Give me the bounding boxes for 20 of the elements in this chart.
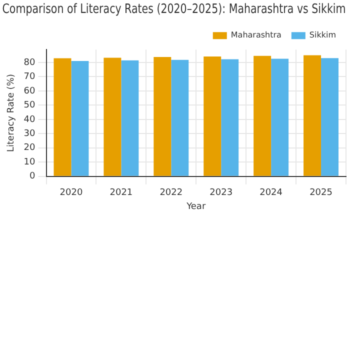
y-tick-label: 30 [24,129,36,139]
x-tick-label: 2024 [260,188,283,198]
x-tick-label: 2020 [60,188,83,198]
x-tick-label: 2025 [310,188,332,198]
x-axis-title: Year [186,202,206,212]
y-tick-label: 80 [24,58,36,68]
y-tick-label: 20 [24,143,36,154]
legend-label: Sikkim [309,30,336,40]
legend-label: Maharashtra [230,30,282,40]
x-tick-label: 2022 [160,188,183,198]
y-tick-label: 40 [24,114,36,125]
y-tick-label: 70 [24,72,36,82]
chart-title: Comparison of Literacy Rates (2020–2025): Maharashtra vs Sikkim [2,0,346,17]
x-tick-label: 2023 [210,188,233,198]
y-tick-label: 60 [24,86,36,96]
y-tick-label: 50 [24,100,36,111]
y-axis-title: Literacy Rate (%) [6,74,17,152]
y-tick-label: 0 [30,172,36,182]
x-tick-label: 2021 [110,188,133,198]
y-tick-label: 10 [24,157,36,168]
